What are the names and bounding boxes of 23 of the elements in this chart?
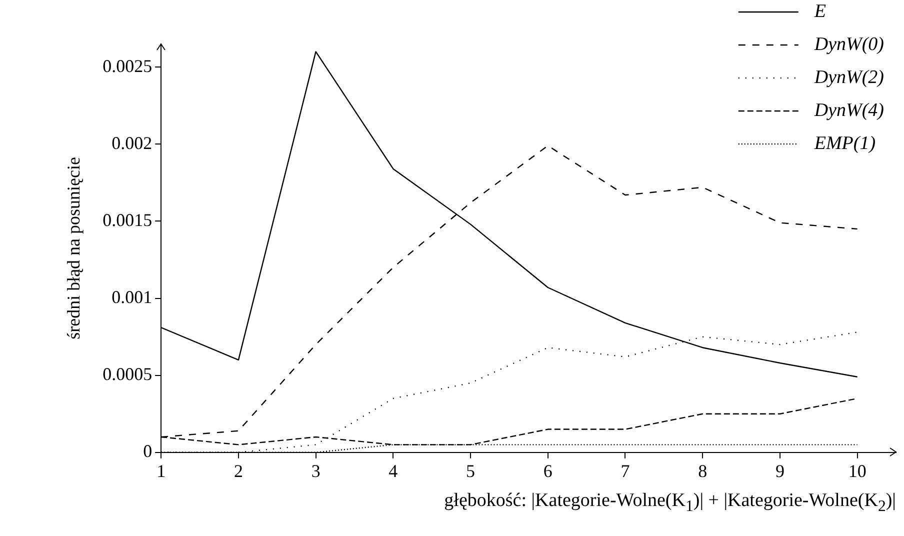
x-tick-label: 10 <box>848 460 866 481</box>
x-tick-label: 4 <box>388 460 398 481</box>
x-tick-label: 3 <box>311 460 320 481</box>
x-tick-label: 8 <box>698 460 708 481</box>
x-tick-label: 9 <box>775 460 784 481</box>
x-axis-title: głębokość: |Kategorie-Wolne(K$_{1}$)| + |Kategorie-Wolne(K$_{2}$)| <box>444 490 896 516</box>
x-tick-label: 5 <box>466 460 476 481</box>
legend-label: EMP(1) <box>813 133 876 154</box>
y-tick-label: 0 <box>143 441 152 462</box>
legend-label: E <box>813 1 826 22</box>
legend-label: DynW(2) <box>813 67 884 88</box>
x-tick-label: 6 <box>543 460 552 481</box>
x-tick-label: 7 <box>620 460 630 481</box>
y-axis-title: średni błąd na posunięcie <box>64 156 84 340</box>
y-tick-label: 0.002 <box>112 132 152 153</box>
y-tick-label: 0.0015 <box>102 210 152 230</box>
y-tick-label: 0.001 <box>112 287 152 308</box>
legend-label: DynW(4) <box>813 100 884 121</box>
y-tick-label: 0.0005 <box>102 364 152 384</box>
x-tick-label: 2 <box>234 460 243 481</box>
y-tick-label: 0.0025 <box>102 56 152 76</box>
x-tick-label: 1 <box>156 460 166 481</box>
legend-label: DynW(0) <box>813 34 884 55</box>
